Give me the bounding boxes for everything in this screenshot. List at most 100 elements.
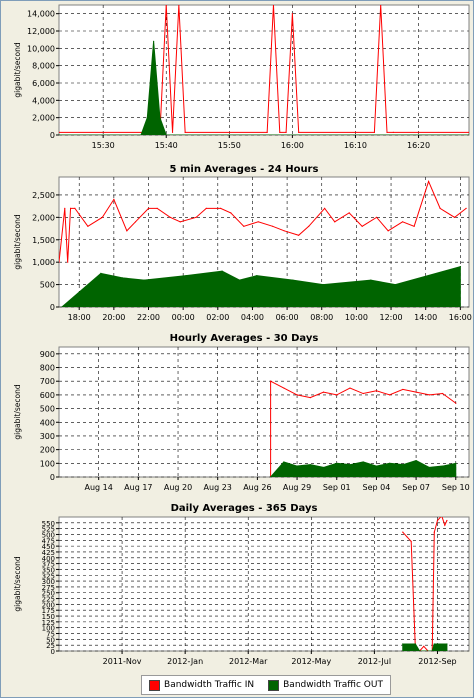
data-point-out <box>238 279 241 281</box>
y-tick-label: 250 <box>42 590 55 598</box>
y-tick-label: 0 <box>50 131 55 140</box>
data-point-in <box>361 225 363 227</box>
x-tick-label: Aug 14 <box>85 483 113 492</box>
y-tick-label: 400 <box>40 418 55 427</box>
y-tick-label: 1,000 <box>32 258 55 267</box>
y-tick-label: 50 <box>46 636 55 644</box>
data-point-out <box>322 466 325 469</box>
data-point-in <box>156 207 158 209</box>
y-axis-label: gigabit/second <box>13 42 22 98</box>
data-point-in <box>468 131 469 133</box>
data-point-in <box>59 131 60 133</box>
y-tick-label: 0 <box>51 648 55 656</box>
y-axis-label: gigabit/second <box>13 214 22 270</box>
data-point-in <box>423 645 425 647</box>
charts-canvas: 0 2,000 4,000 6,000 8,000 10,000 12,000 14,000 g… <box>13 4 472 666</box>
data-point-in <box>380 5 382 6</box>
x-tick-label: 15:30 <box>92 141 115 150</box>
data-point-in <box>87 225 89 227</box>
x-tick-label: 16:00 <box>449 313 472 322</box>
data-point-out <box>100 272 102 274</box>
data-point-out <box>121 277 124 279</box>
data-point-out <box>185 275 187 277</box>
data-point-out <box>296 465 298 467</box>
data-point-in <box>446 519 448 522</box>
data-point-in <box>272 225 274 227</box>
y-tick-label: 600 <box>40 391 55 400</box>
data-point-out <box>256 275 258 277</box>
data-point-in <box>59 261 60 263</box>
data-point-in <box>296 394 298 396</box>
data-point-in <box>441 392 444 395</box>
chart-3: Hourly Averages - 30 Days 0 100 200 300 400 50… <box>13 333 470 492</box>
data-point-out <box>455 462 457 464</box>
y-tick-label: 350 <box>42 566 55 574</box>
y-tick-label: 300 <box>42 578 55 586</box>
y-tick-label: 375 <box>42 561 55 569</box>
y-tick-label: 125 <box>42 619 55 627</box>
y-tick-label: 450 <box>42 543 55 551</box>
x-tick-label: 15:40 <box>155 141 178 150</box>
x-tick-label: Sep 10 <box>442 483 470 492</box>
data-point-in <box>402 388 404 391</box>
data-point-out <box>270 476 272 477</box>
y-tick-label: 100 <box>40 459 55 468</box>
data-point-in <box>257 221 259 223</box>
plot-area <box>58 346 470 478</box>
data-point-in <box>336 394 338 396</box>
x-tick-label: 2012-Mar <box>229 657 268 666</box>
y-tick-label: 800 <box>40 364 55 373</box>
data-point-in <box>220 207 222 209</box>
data-point-out <box>370 279 372 281</box>
data-point-in <box>453 216 456 218</box>
x-tick-label: Aug 29 <box>283 483 311 492</box>
data-point-in <box>298 234 300 236</box>
data-point-out <box>322 283 324 286</box>
y-tick-label: 525 <box>42 526 55 534</box>
data-point-in <box>64 207 66 209</box>
data-point-in <box>283 387 285 389</box>
data-point-out <box>446 643 448 645</box>
y-tick-label: 325 <box>42 572 55 580</box>
legend-label-in: Bandwidth Traffic IN <box>164 680 255 690</box>
data-point-in <box>184 131 186 133</box>
y-tick-label: 75 <box>46 631 55 639</box>
y-tick-label: 500 <box>40 405 55 414</box>
chart-title: Hourly Averages - 30 Days <box>170 333 319 344</box>
data-point-in <box>376 216 378 218</box>
data-point-in <box>433 531 435 533</box>
data-point-out <box>165 134 167 135</box>
x-tick-label: 02:00 <box>206 313 229 322</box>
x-tick-label: 06:00 <box>276 313 299 322</box>
data-point-out <box>428 466 430 469</box>
y-tick-label: 2,000 <box>32 114 55 123</box>
y-tick-label: 8,000 <box>32 62 55 71</box>
data-point-in <box>126 230 128 232</box>
data-point-in <box>413 225 415 227</box>
x-tick-label: Aug 26 <box>243 483 271 492</box>
x-tick-label: Sep 04 <box>363 483 391 492</box>
data-point-out <box>221 270 223 272</box>
data-point-in <box>386 131 388 133</box>
x-tick-label: 08:00 <box>310 313 333 322</box>
data-point-in <box>465 207 467 209</box>
data-point-in <box>436 519 439 522</box>
data-point-out <box>309 464 311 466</box>
data-point-in <box>243 225 245 227</box>
data-point-in <box>401 221 404 223</box>
y-tick-label: 275 <box>42 584 55 592</box>
data-point-in <box>69 207 72 209</box>
data-point-in <box>373 131 375 133</box>
data-point-in <box>165 5 167 6</box>
x-tick-label: 20:00 <box>102 313 125 322</box>
data-point-in <box>283 230 285 232</box>
legend-swatch-in <box>149 679 161 691</box>
data-point-out <box>468 134 469 135</box>
data-point-in <box>334 221 336 223</box>
data-point-in <box>322 391 325 393</box>
y-tick-label: 6,000 <box>32 79 55 88</box>
data-point-in <box>169 216 171 218</box>
data-point-in <box>428 394 430 396</box>
y-tick-label: 200 <box>42 601 55 609</box>
data-point-out <box>402 643 404 645</box>
